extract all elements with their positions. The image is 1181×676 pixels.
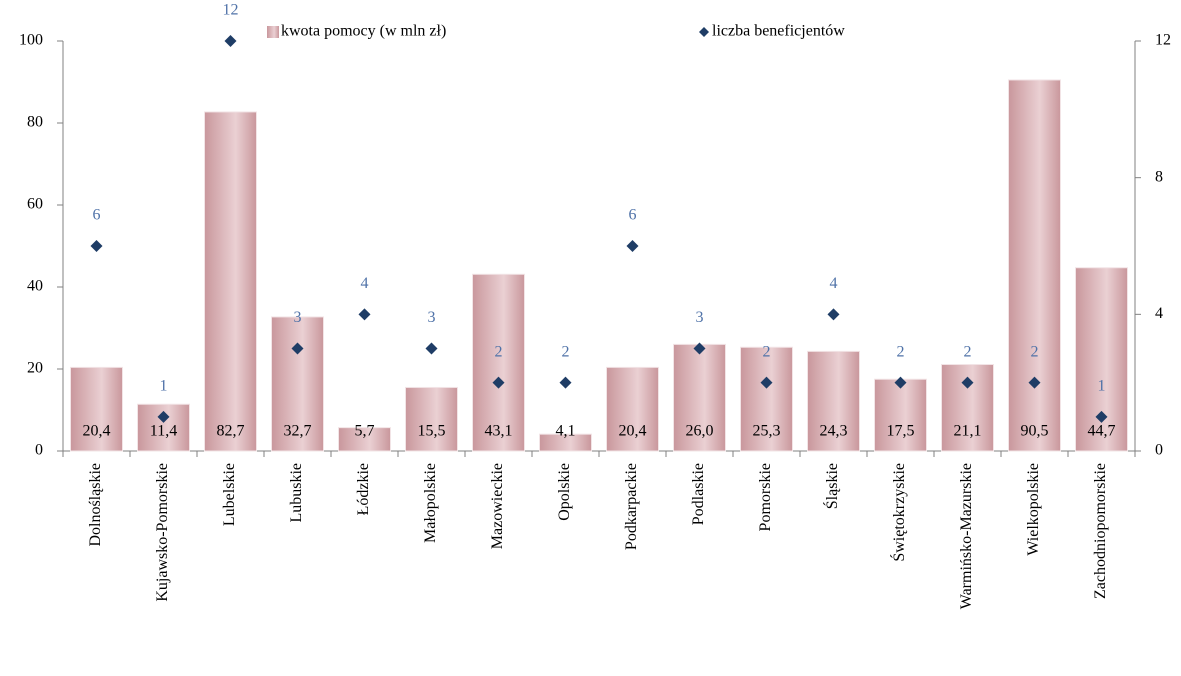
x-tick-label: Mazowieckie (489, 463, 506, 549)
legend-label: liczba beneficjentów (712, 23, 845, 40)
bar (70, 366, 123, 452)
marker (358, 308, 371, 321)
bar (405, 386, 458, 452)
bar-value-label: 32,7 (284, 423, 312, 440)
bar (338, 427, 391, 452)
bar (472, 273, 525, 452)
marker (224, 35, 237, 47)
bar-value-label: 26,0 (686, 423, 714, 440)
marker-value-label: 2 (897, 343, 905, 360)
marker-value-label: 3 (428, 309, 436, 326)
y-tick-label: 20 (27, 360, 43, 377)
bar-value-label: 25,3 (753, 423, 781, 440)
bar (204, 111, 257, 452)
bar-value-label: 90,5 (1021, 423, 1049, 440)
marker-value-label: 2 (964, 343, 972, 360)
bar (740, 346, 793, 452)
bar (874, 378, 927, 452)
marker-value-label: 2 (495, 343, 503, 360)
marker-value-label: 6 (93, 207, 101, 224)
x-tick-label: Zachodniopomorskie (1092, 463, 1109, 599)
marker (961, 376, 974, 389)
y-tick-label: 40 (27, 278, 43, 295)
bar (673, 343, 726, 452)
marker-value-label: 1 (160, 378, 168, 395)
y-tick-label: 60 (27, 196, 43, 213)
x-tick-label: Lubuskie (288, 463, 305, 523)
bar (807, 350, 860, 452)
marker-value-label: 2 (763, 343, 771, 360)
bar-value-label: 44,7 (1088, 423, 1116, 440)
marker (1028, 376, 1041, 389)
bar-value-label: 82,7 (217, 423, 245, 440)
marker (827, 308, 840, 321)
marker (626, 240, 639, 252)
y2-tick-label: 8 (1155, 168, 1163, 185)
legend-label: kwota pomocy (w mln zł) (281, 23, 446, 40)
marker-value-label: 3 (696, 309, 704, 326)
bar-value-label: 43,1 (485, 423, 513, 440)
x-tick-label: Małopolskie (422, 463, 439, 543)
x-tick-label: Podlaskie (690, 463, 707, 525)
marker-value-label: 1 (1098, 378, 1106, 395)
bar-value-label: 15,5 (418, 423, 446, 440)
marker-value-label: 6 (629, 207, 637, 224)
marker (492, 376, 505, 389)
marker (559, 376, 572, 389)
x-tick-label: Lubelskie (221, 463, 238, 526)
x-tick-label: Śląskie (822, 463, 841, 509)
marker (157, 410, 170, 423)
x-tick-label: Świętokrzyskie (889, 463, 908, 562)
y2-tick-label: 0 (1155, 442, 1163, 459)
marker (760, 376, 773, 389)
x-tick-label: Dolnośląskie (87, 463, 104, 547)
x-tick-label: Podkarpackie (623, 463, 640, 550)
y-tick-label: 80 (27, 114, 43, 131)
marker (291, 342, 304, 355)
marker-value-label: 3 (294, 309, 302, 326)
y-tick-label: 100 (19, 32, 43, 49)
marker (1095, 410, 1108, 423)
marker-value-label: 4 (361, 275, 369, 292)
marker (425, 342, 438, 355)
bar-value-label: 21,1 (954, 423, 982, 440)
y2-tick-label: 4 (1155, 305, 1163, 322)
bar-value-label: 5,7 (355, 423, 375, 440)
legend-swatch (267, 26, 279, 38)
x-tick-label: Wielkopolskie (1025, 463, 1042, 556)
bar-value-label: 24,3 (820, 423, 848, 440)
bar-value-label: 4,1 (556, 423, 576, 440)
bar-value-label: 20,4 (619, 423, 647, 440)
bar-value-label: 11,4 (150, 423, 177, 440)
x-tick-label: Opolskie (556, 463, 573, 521)
marker-value-label: 2 (562, 343, 570, 360)
y-tick-label: 0 (35, 442, 43, 459)
marker-value-label: 2 (1031, 343, 1039, 360)
marker-value-label: 4 (830, 275, 838, 292)
bar (539, 433, 592, 452)
bar-value-label: 20,4 (83, 423, 111, 440)
marker-value-label: 12 (223, 2, 239, 19)
bar (1008, 79, 1061, 452)
marker (894, 376, 907, 389)
x-tick-label: Pomorskie (757, 463, 774, 531)
x-tick-label: Łódzkie (355, 463, 372, 515)
bar (606, 366, 659, 452)
x-tick-label: Warmińsko-Mazurskie (958, 463, 975, 609)
bar (271, 316, 324, 452)
marker (90, 240, 103, 252)
bar-value-label: 17,5 (887, 423, 915, 440)
x-tick-label: Kujawsko-Pomorskie (154, 463, 171, 602)
marker (693, 342, 706, 355)
legend-swatch (699, 27, 709, 37)
y2-tick-label: 12 (1155, 32, 1171, 49)
